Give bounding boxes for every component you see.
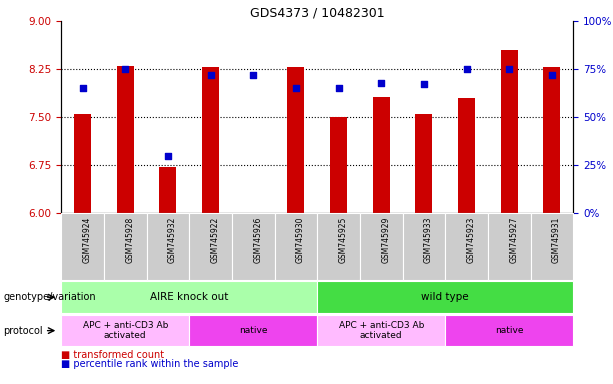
Text: GSM745927: GSM745927: [509, 217, 518, 263]
Point: [163, 152, 173, 159]
Point: [248, 72, 258, 78]
Bar: [330, 117, 347, 213]
Text: APC + anti-CD3 Ab
activated: APC + anti-CD3 Ab activated: [338, 321, 424, 340]
Text: AIRE knock out: AIRE knock out: [150, 292, 229, 302]
Text: GSM745924: GSM745924: [83, 217, 91, 263]
Text: GSM745930: GSM745930: [296, 217, 305, 263]
Text: ■ transformed count: ■ transformed count: [61, 350, 164, 360]
Text: GSM745925: GSM745925: [338, 217, 348, 263]
Text: native: native: [239, 326, 267, 335]
Point: [291, 85, 301, 91]
Bar: [458, 98, 475, 213]
Point: [376, 79, 386, 86]
Text: GSM745929: GSM745929: [381, 217, 390, 263]
Text: native: native: [495, 326, 524, 335]
Point: [78, 85, 88, 91]
Text: GSM745931: GSM745931: [552, 217, 561, 263]
Text: genotype/variation: genotype/variation: [3, 292, 96, 302]
Point: [120, 66, 130, 72]
Bar: [373, 97, 390, 213]
Point: [206, 72, 216, 78]
Bar: [159, 167, 177, 213]
Text: GSM745926: GSM745926: [253, 217, 262, 263]
Bar: [116, 66, 134, 213]
Text: GSM745933: GSM745933: [424, 217, 433, 263]
Bar: [543, 66, 560, 213]
Text: protocol: protocol: [3, 326, 43, 336]
Text: GSM745928: GSM745928: [125, 217, 134, 263]
Text: APC + anti-CD3 Ab
activated: APC + anti-CD3 Ab activated: [83, 321, 168, 340]
Text: wild type: wild type: [421, 292, 469, 302]
Point: [419, 81, 428, 88]
Point: [504, 66, 514, 72]
Point: [547, 72, 557, 78]
Title: GDS4373 / 10482301: GDS4373 / 10482301: [250, 7, 384, 20]
Point: [462, 66, 471, 72]
Text: ■ percentile rank within the sample: ■ percentile rank within the sample: [61, 359, 238, 369]
Text: GSM745932: GSM745932: [168, 217, 177, 263]
Bar: [287, 66, 305, 213]
Bar: [74, 114, 91, 213]
Text: GSM745923: GSM745923: [466, 217, 476, 263]
Bar: [202, 66, 219, 213]
Point: [333, 85, 343, 91]
Bar: [416, 114, 432, 213]
Text: GSM745922: GSM745922: [211, 217, 219, 263]
Bar: [501, 50, 518, 213]
